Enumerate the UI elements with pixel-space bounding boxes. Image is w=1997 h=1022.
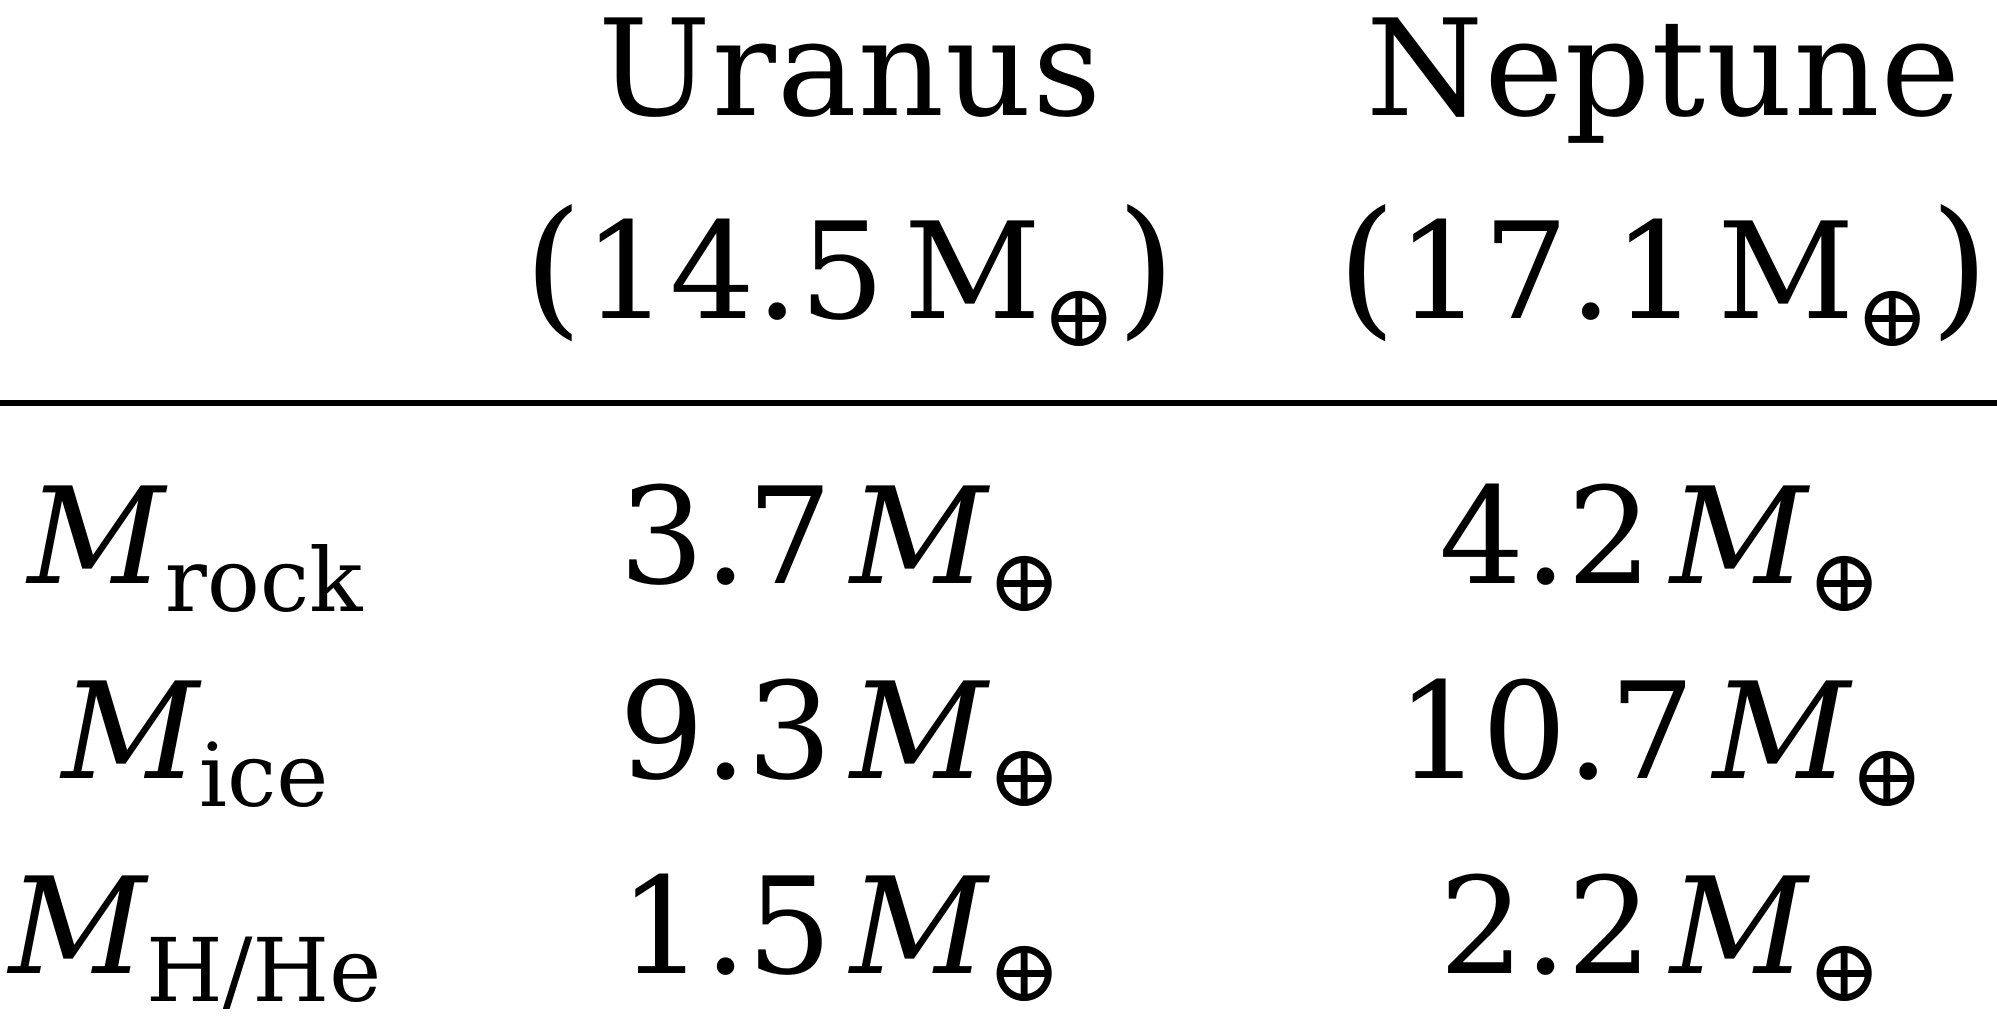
- row-label-ice: Mice: [61, 654, 329, 827]
- neptune-ice-mass: 10.7 M⊕: [1396, 654, 1924, 827]
- earth-symbol-icon: ⊕: [987, 529, 1062, 632]
- neptune-total-mass-value: 17.1: [1396, 194, 1700, 350]
- uranus-total-mass-value: 14.5: [583, 194, 886, 350]
- uranus-h-he-mass: 1.5 M⊕: [618, 849, 1062, 1022]
- uranus-ice-mass: 9.3 M⊕: [618, 654, 1062, 827]
- neptune-rock-mass: 4.2 M⊕: [1438, 459, 1882, 632]
- neptune-h-he-mass: 2.2 M⊕: [1438, 849, 1882, 1022]
- open-paren: (: [523, 180, 584, 354]
- close-paren: ): [1116, 180, 1177, 354]
- header-neptune-name: Neptune: [1365, 0, 1962, 147]
- earth-symbol-icon: ⊕: [1807, 919, 1882, 1022]
- mass-unit: M: [1717, 194, 1856, 350]
- mass-unit: M: [903, 194, 1042, 350]
- earth-symbol-icon: ⊕: [1807, 529, 1882, 632]
- header-uranus-mass: (14.5 M⊕): [520, 192, 1180, 360]
- row-label-rock: Mrock: [27, 459, 363, 632]
- header-uranus-name: Uranus: [597, 0, 1103, 147]
- earth-symbol-icon: ⊕: [987, 724, 1062, 827]
- header-divider: [0, 400, 1997, 406]
- open-paren: (: [1337, 180, 1397, 354]
- row-label-h-he: MH/He: [8, 849, 382, 1022]
- earth-symbol-icon: ⊕: [1855, 264, 1931, 367]
- header-neptune-mass: (17.1 M⊕): [1330, 192, 1997, 360]
- close-paren: ): [1930, 180, 1990, 354]
- earth-symbol-icon: ⊕: [1041, 264, 1117, 367]
- earth-symbol-icon: ⊕: [987, 919, 1062, 1022]
- uranus-rock-mass: 3.7 M⊕: [618, 459, 1062, 632]
- earth-symbol-icon: ⊕: [1849, 724, 1924, 827]
